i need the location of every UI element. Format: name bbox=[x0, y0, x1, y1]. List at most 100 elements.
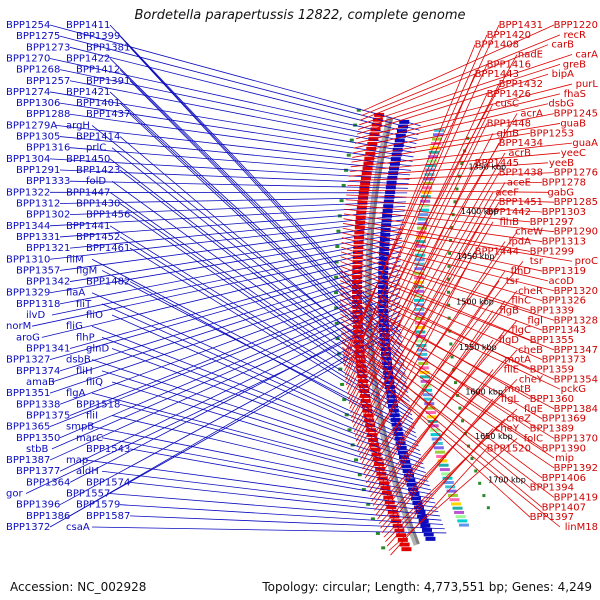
left-gene-label: BPP1316 bbox=[26, 143, 70, 154]
forward-gene-mark bbox=[379, 332, 390, 337]
gc-dot bbox=[354, 458, 359, 462]
gc-dot bbox=[340, 382, 345, 386]
forward-gene-mark bbox=[385, 190, 396, 195]
reverse-gene-mark bbox=[352, 299, 363, 304]
kbp-label: 1350 kbp bbox=[468, 162, 506, 171]
left-label-leader bbox=[69, 255, 401, 349]
reverse-gene-mark bbox=[366, 428, 377, 433]
left-gene-label: gor bbox=[6, 489, 23, 500]
right-label-leader bbox=[363, 270, 506, 474]
right-label-leader bbox=[344, 208, 555, 233]
function-block bbox=[420, 199, 431, 203]
gc-dot bbox=[334, 306, 339, 310]
kbp-label: 1500 kbp bbox=[456, 298, 494, 307]
forward-gene-mark bbox=[420, 523, 431, 528]
function-block bbox=[416, 343, 427, 347]
right-label-leader bbox=[349, 162, 549, 177]
right-label-leader bbox=[355, 83, 573, 140]
gc-dot bbox=[366, 502, 371, 506]
left-label-leader bbox=[101, 437, 434, 500]
right-gene-label: cheB bbox=[518, 345, 543, 356]
left-gene-label: fliI bbox=[86, 410, 98, 421]
forward-gene-mark bbox=[389, 413, 400, 418]
label-leader-lines bbox=[25, 24, 573, 556]
left-gene-label: BPP1364 bbox=[26, 477, 70, 488]
right-gene-label: BPP1343 bbox=[542, 325, 586, 336]
right-gene-label: flhD bbox=[511, 266, 532, 277]
left-gene-label: folD bbox=[86, 176, 106, 187]
right-gene-label: BPP1369 bbox=[542, 414, 586, 425]
reverse-gene-mark bbox=[384, 500, 395, 505]
left-gene-label: BPP1387 bbox=[6, 455, 50, 466]
left-label-leader bbox=[119, 136, 407, 380]
left-label-leader bbox=[119, 35, 403, 339]
reverse-gene-mark bbox=[369, 442, 380, 447]
left-label-leader bbox=[59, 237, 403, 305]
left-gene-label: aroG bbox=[16, 332, 40, 343]
left-gene-label: BPP1365 bbox=[6, 422, 50, 433]
kbp-label: 1700 kbp bbox=[488, 475, 526, 484]
right-gene-label: aceF bbox=[495, 187, 519, 198]
right-gene-label: BPP1319 bbox=[542, 266, 586, 277]
left-gene-label: fliQ bbox=[86, 377, 103, 388]
gc-dot bbox=[336, 229, 341, 233]
left-gene-label: BPP1305 bbox=[16, 132, 60, 143]
right-label-leader bbox=[352, 172, 500, 428]
genome-summary-text: Topology: circular; Length: 4,773,551 bp… bbox=[262, 580, 592, 594]
right-label-leader bbox=[345, 74, 476, 381]
right-gene-label: BPP1253 bbox=[530, 128, 574, 139]
right-label-leader bbox=[341, 337, 555, 498]
left-gene-label: BPP1306 bbox=[16, 98, 60, 109]
forward-gene-mark bbox=[399, 455, 410, 460]
left-label-leader bbox=[111, 381, 428, 478]
function-block bbox=[414, 253, 425, 257]
right-label-leader bbox=[349, 133, 494, 409]
left-gene-label: BPP1437 bbox=[86, 109, 130, 120]
right-gene-label: flhC bbox=[511, 296, 531, 307]
forward-gene-mark bbox=[387, 399, 398, 404]
right-gene-label: BPP1397 bbox=[530, 512, 574, 523]
left-gene-label: argH bbox=[66, 120, 90, 131]
right-label-leader bbox=[364, 280, 500, 479]
forward-gene-mark bbox=[384, 380, 395, 385]
left-gene-label: BPP1350 bbox=[16, 433, 60, 444]
left-label-leader bbox=[129, 515, 445, 530]
right-label-leader bbox=[340, 318, 555, 459]
function-block bbox=[430, 433, 441, 437]
left-label-leader bbox=[119, 504, 444, 525]
right-gene-label: recR bbox=[564, 30, 587, 41]
reverse-gene-mark bbox=[367, 433, 378, 438]
left-label-leader bbox=[69, 180, 408, 189]
forward-gene-mark bbox=[393, 431, 404, 436]
forward-gene-mark bbox=[378, 261, 389, 266]
right-gene-label: BPP1320 bbox=[554, 286, 598, 297]
right-gene-label: pckG bbox=[561, 384, 586, 395]
right-label-leader bbox=[345, 204, 531, 223]
function-block bbox=[415, 249, 426, 253]
right-label-leader bbox=[358, 63, 561, 130]
left-label-leader bbox=[101, 303, 419, 447]
right-gene-label: carB bbox=[551, 40, 574, 51]
gc-dot bbox=[478, 481, 482, 485]
left-gene-label: BPP1396 bbox=[16, 500, 60, 511]
right-gene-label: flgL bbox=[501, 394, 520, 405]
right-gene-label: linM18 bbox=[565, 522, 598, 533]
left-label-leader bbox=[101, 470, 439, 513]
forward-gene-mark bbox=[378, 251, 389, 256]
right-gene-label: BPP1389 bbox=[530, 424, 574, 435]
function-block bbox=[417, 217, 428, 221]
right-gene-label: mip bbox=[555, 453, 574, 464]
left-label-leader bbox=[49, 191, 408, 194]
reverse-gene-mark bbox=[352, 304, 363, 309]
function-block bbox=[427, 159, 438, 163]
function-block bbox=[415, 244, 426, 248]
function-block bbox=[422, 393, 433, 397]
function-block bbox=[437, 459, 448, 463]
right-gene-label: cheW bbox=[515, 227, 543, 238]
right-gene-label: BPP1426 bbox=[487, 89, 531, 100]
left-gene-label: BPP1322 bbox=[6, 187, 50, 198]
gc-dot bbox=[474, 469, 478, 473]
forward-gene-mark bbox=[387, 175, 398, 180]
left-gene-label: smpB bbox=[66, 422, 94, 433]
right-label-leader bbox=[343, 218, 531, 252]
